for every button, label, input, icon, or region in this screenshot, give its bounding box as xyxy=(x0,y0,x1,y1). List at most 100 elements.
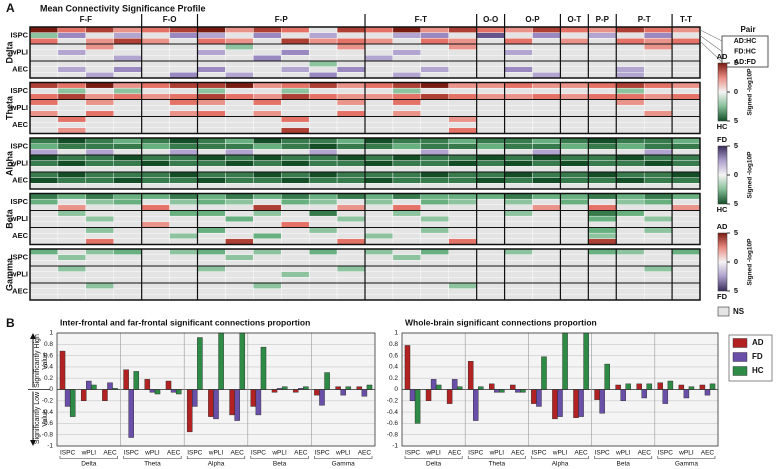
heat-cell xyxy=(336,183,366,190)
heat-cell xyxy=(85,127,114,134)
heat-cell xyxy=(197,82,226,89)
heat-cell xyxy=(476,87,505,95)
heat-cell xyxy=(225,294,254,301)
heat-cell xyxy=(281,204,310,211)
heat-cell xyxy=(588,121,617,129)
heat-cell xyxy=(616,66,645,73)
bar xyxy=(356,386,363,390)
heat-cell xyxy=(141,87,170,95)
heat-cell xyxy=(197,171,226,178)
heat-cell xyxy=(560,183,589,190)
heat-cell xyxy=(281,294,310,301)
heat-cell xyxy=(504,32,533,39)
heat-cell xyxy=(225,137,254,144)
heat-cell xyxy=(197,294,226,301)
legend-swatch xyxy=(732,352,748,362)
heat-cell xyxy=(504,160,533,167)
heat-cell xyxy=(420,198,449,206)
heat-cell xyxy=(253,93,282,100)
heat-cell xyxy=(671,238,701,245)
heat-cell xyxy=(616,254,645,261)
heat-cell xyxy=(364,238,394,245)
heat-cell xyxy=(169,66,198,73)
y-tick-label: 0.6 xyxy=(44,352,53,359)
heat-cell xyxy=(197,221,226,228)
heat-cell xyxy=(532,265,561,272)
heat-cell xyxy=(225,43,254,50)
heat-cell xyxy=(169,238,198,245)
heat-cell xyxy=(225,183,254,190)
heat-cell xyxy=(141,93,170,100)
heat-cell xyxy=(169,149,198,156)
heat-cell xyxy=(197,260,226,267)
bar xyxy=(197,337,203,390)
heat-cell xyxy=(420,154,449,161)
y-tick-label: 0.4 xyxy=(389,364,398,371)
heat-cell xyxy=(643,204,673,211)
heat-cell xyxy=(504,43,533,50)
heat-cell xyxy=(308,177,338,184)
heat-cell xyxy=(420,294,449,301)
colorbar-top: AD xyxy=(717,52,728,61)
heat-cell xyxy=(671,104,701,112)
heat-cell xyxy=(448,127,477,134)
bar xyxy=(515,389,521,393)
bar xyxy=(541,356,547,390)
heat-cell xyxy=(57,72,87,79)
heat-cell xyxy=(616,137,645,144)
group-label: Alpha xyxy=(208,461,225,468)
heat-cell xyxy=(588,227,617,234)
metric-label: ISPC xyxy=(10,30,28,39)
heat-cell xyxy=(29,183,59,190)
heat-cell xyxy=(29,277,59,284)
heat-cell xyxy=(253,265,282,272)
heat-cell xyxy=(85,260,114,267)
heat-cell xyxy=(476,127,505,134)
heat-cell xyxy=(336,288,366,295)
heat-cell xyxy=(364,110,394,117)
heat-cell xyxy=(588,166,617,173)
x-tick-label: AEC xyxy=(448,450,462,457)
metric-label: AEC xyxy=(12,175,28,184)
heat-cell xyxy=(29,82,59,89)
heat-cell xyxy=(29,66,59,73)
group-bracket xyxy=(594,456,653,459)
heat-cell xyxy=(57,160,87,167)
heat-cell xyxy=(57,198,87,206)
y-tick-label: -0.8 xyxy=(387,431,399,438)
heat-cell xyxy=(643,248,673,255)
heat-cell xyxy=(308,171,338,178)
heat-cell xyxy=(336,271,366,278)
heat-cell xyxy=(336,265,366,272)
heat-cell xyxy=(141,99,170,106)
heat-cell xyxy=(336,49,366,56)
heat-cell xyxy=(225,66,254,73)
heat-cell xyxy=(253,72,282,79)
heat-cell xyxy=(364,221,394,228)
heat-cell xyxy=(85,232,114,240)
heat-cell xyxy=(253,116,282,123)
heat-cell xyxy=(29,32,59,39)
x-tick-label: ISPC xyxy=(405,450,420,457)
heat-cell xyxy=(643,127,673,134)
metric-label: wPLI xyxy=(9,214,28,223)
heat-cell xyxy=(169,104,198,112)
heat-cell xyxy=(336,32,366,39)
heat-cell xyxy=(560,248,589,255)
heat-cell xyxy=(364,271,394,278)
bar xyxy=(604,363,610,390)
heat-cell xyxy=(392,127,422,134)
heat-cell xyxy=(643,232,673,240)
bar xyxy=(557,389,563,417)
heat-cell xyxy=(643,177,673,184)
heat-cell xyxy=(532,248,561,255)
heat-cell xyxy=(616,288,645,295)
heat-cell xyxy=(448,72,477,79)
heat-cell xyxy=(364,99,394,106)
heat-cell xyxy=(113,49,142,56)
bar xyxy=(478,386,484,390)
heat-cell xyxy=(448,183,477,190)
heat-cell xyxy=(392,154,422,161)
heat-cell xyxy=(29,232,59,240)
heat-cell xyxy=(85,177,114,184)
